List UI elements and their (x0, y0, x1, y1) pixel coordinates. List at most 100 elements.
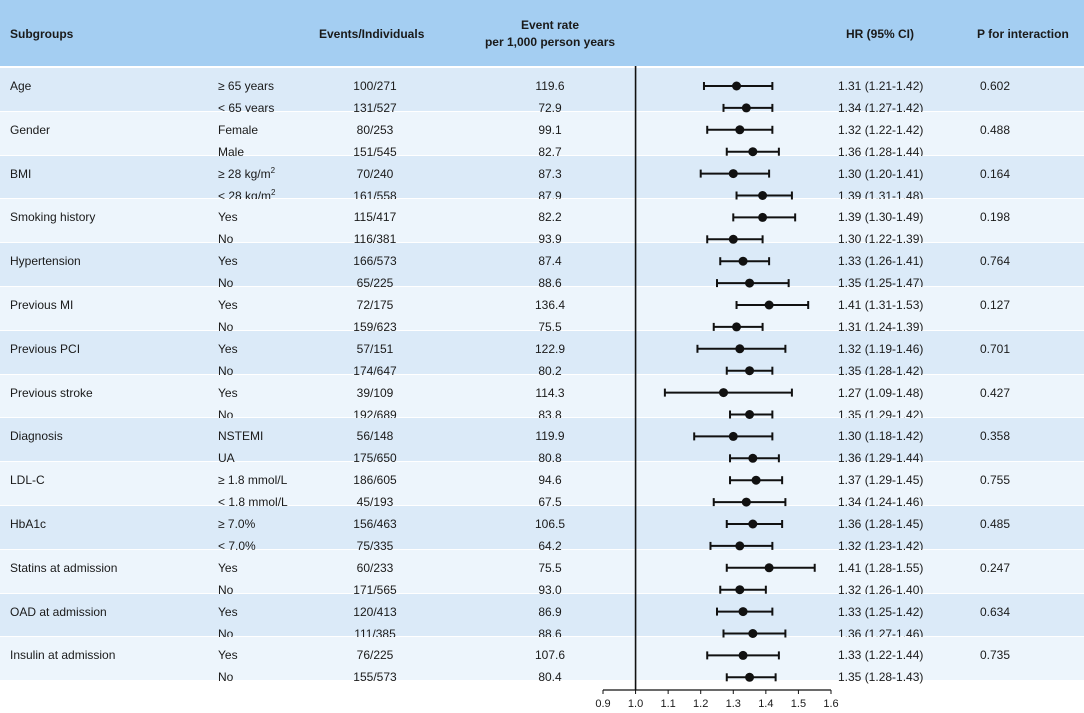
subgroup-name: Statins at admission (10, 560, 118, 575)
hr-point (741, 497, 751, 507)
events-individuals-value: 186/605 (353, 473, 397, 488)
hr-point (728, 431, 738, 441)
x-tick-label: 1.6 (823, 698, 838, 710)
event-rate-value: 119.6 (535, 79, 565, 93)
subgroup-name: Insulin at admission (10, 648, 116, 663)
subgroup-name: OAD at admission (10, 604, 107, 619)
header-events: Events/Individuals (319, 27, 425, 41)
p-interaction-value: 0.634 (980, 604, 1011, 619)
subgroup-name: Smoking history (10, 210, 96, 225)
events-individuals-value: 75/335 (356, 538, 394, 553)
subgroup-level: Yes (218, 210, 238, 225)
p-interaction-value: 0.485 (980, 517, 1011, 531)
subgroup-level: No (218, 232, 234, 247)
hr-ci-value: 1.31 (1.24-1.39) (838, 319, 924, 334)
hr-point (735, 125, 745, 135)
subgroup-band (0, 506, 1084, 549)
x-tick-label: 1.5 (791, 698, 806, 710)
events-individuals-value: 45/193 (356, 495, 394, 510)
hr-point (764, 563, 774, 573)
event-rate-value: 72.9 (538, 100, 562, 115)
events-individuals-value: 131/527 (353, 100, 397, 115)
subgroup-name: Gender (10, 122, 51, 137)
hr-ci-value: 1.31 (1.21-1.42) (838, 79, 924, 93)
subgroup-band (0, 637, 1084, 681)
hr-point (738, 650, 748, 660)
hr-ci-value: 1.30 (1.22-1.39) (838, 232, 924, 247)
subgroup-level: Yes (218, 604, 238, 619)
x-tick-label: 1.1 (660, 698, 675, 710)
event-rate-value: 87.9 (538, 188, 562, 203)
hr-point (748, 147, 758, 157)
subgroup-band (0, 287, 1084, 330)
hr-ci-value: 1.32 (1.23-1.42) (838, 538, 924, 553)
subgroup-level: No (218, 670, 234, 685)
hr-ci-value: 1.36 (1.29-1.44) (838, 451, 924, 466)
p-interaction-value: 0.735 (980, 648, 1011, 663)
subgroup-band (0, 374, 1084, 418)
hr-point (751, 475, 761, 485)
p-interaction-value: 0.427 (980, 385, 1011, 400)
hr-point (719, 388, 729, 398)
subgroup-level: Yes (218, 648, 238, 663)
subgroup-level: No (218, 276, 234, 291)
hr-point (728, 169, 738, 179)
events-individuals-value: 111/385 (354, 626, 396, 641)
table-header (0, 0, 1084, 66)
subgroup-level: No (218, 626, 234, 641)
events-individuals-value: 65/225 (356, 276, 394, 291)
events-individuals-value: 159/623 (353, 319, 397, 334)
level-superscript: 2 (270, 165, 276, 175)
event-rate-value: 80.4 (538, 670, 562, 685)
subgroup-band (0, 243, 1084, 286)
hr-point (732, 322, 742, 332)
hr-point (735, 541, 745, 551)
event-rate-value: 93.9 (538, 232, 562, 247)
events-individuals-value: 57/151 (356, 341, 394, 356)
subgroup-level: Male (218, 144, 245, 159)
hr-point (758, 191, 768, 200)
header-event-rate-line1: Event rate (520, 18, 580, 32)
hr-ci-value: 1.35 (1.28-1.42) (838, 363, 924, 378)
events-individuals-value: 166/573 (353, 254, 397, 269)
subgroup-band (0, 462, 1084, 505)
events-individuals-value: 116/381 (353, 232, 397, 247)
hr-point (738, 607, 748, 617)
header-hr: HR (95% CI) (846, 27, 915, 41)
event-rate-value: 83.8 (538, 407, 562, 422)
events-individuals-value: 76/225 (356, 648, 394, 663)
hr-ci-value: 1.36 (1.28-1.45) (838, 517, 924, 531)
events-individuals-value: 151/545 (353, 144, 397, 159)
subgroup-level: Yes (218, 385, 238, 400)
hr-ci-value: 1.33 (1.25-1.42) (838, 604, 924, 619)
event-rate-value: 64.2 (538, 538, 562, 553)
event-rate-value: 119.9 (535, 429, 565, 444)
subgroup-level: Yes (218, 341, 238, 356)
hr-ci-value: 1.27 (1.09-1.48) (838, 385, 924, 400)
p-interaction-value: 0.764 (980, 254, 1011, 269)
events-individuals-value: 120/413 (353, 604, 397, 619)
hr-ci-value: 1.35 (1.29-1.42) (838, 407, 924, 422)
hr-point (728, 234, 738, 244)
hr-point (741, 103, 751, 113)
p-interaction-value: 0.247 (980, 560, 1011, 575)
hr-ci-value: 1.32 (1.19-1.46) (838, 341, 924, 356)
subgroup-name: Hypertension (10, 254, 81, 269)
header-p-interaction: P for interaction (977, 27, 1069, 41)
subgroup-level: < 1.8 mmol/L (218, 495, 288, 510)
p-interaction-value: 0.488 (980, 122, 1011, 137)
events-individuals-value: 156/463 (353, 517, 397, 531)
hr-ci-value: 1.35 (1.25-1.47) (838, 276, 924, 291)
hr-point (748, 519, 758, 529)
x-tick-label: 0.9 (595, 698, 610, 710)
events-individuals-value: 80/253 (356, 122, 394, 137)
p-interaction-value: 0.198 (980, 210, 1011, 225)
events-individuals-value: 70/240 (356, 166, 394, 181)
hr-point (732, 81, 742, 91)
events-individuals-value: 192/689 (353, 407, 397, 422)
events-individuals-value: 171/565 (353, 582, 397, 597)
hr-point (735, 585, 745, 595)
subgroup-level: < 28 kg/m2 (218, 187, 276, 203)
subgroup-level: NSTEMI (218, 429, 264, 444)
subgroup-level: No (218, 363, 234, 378)
